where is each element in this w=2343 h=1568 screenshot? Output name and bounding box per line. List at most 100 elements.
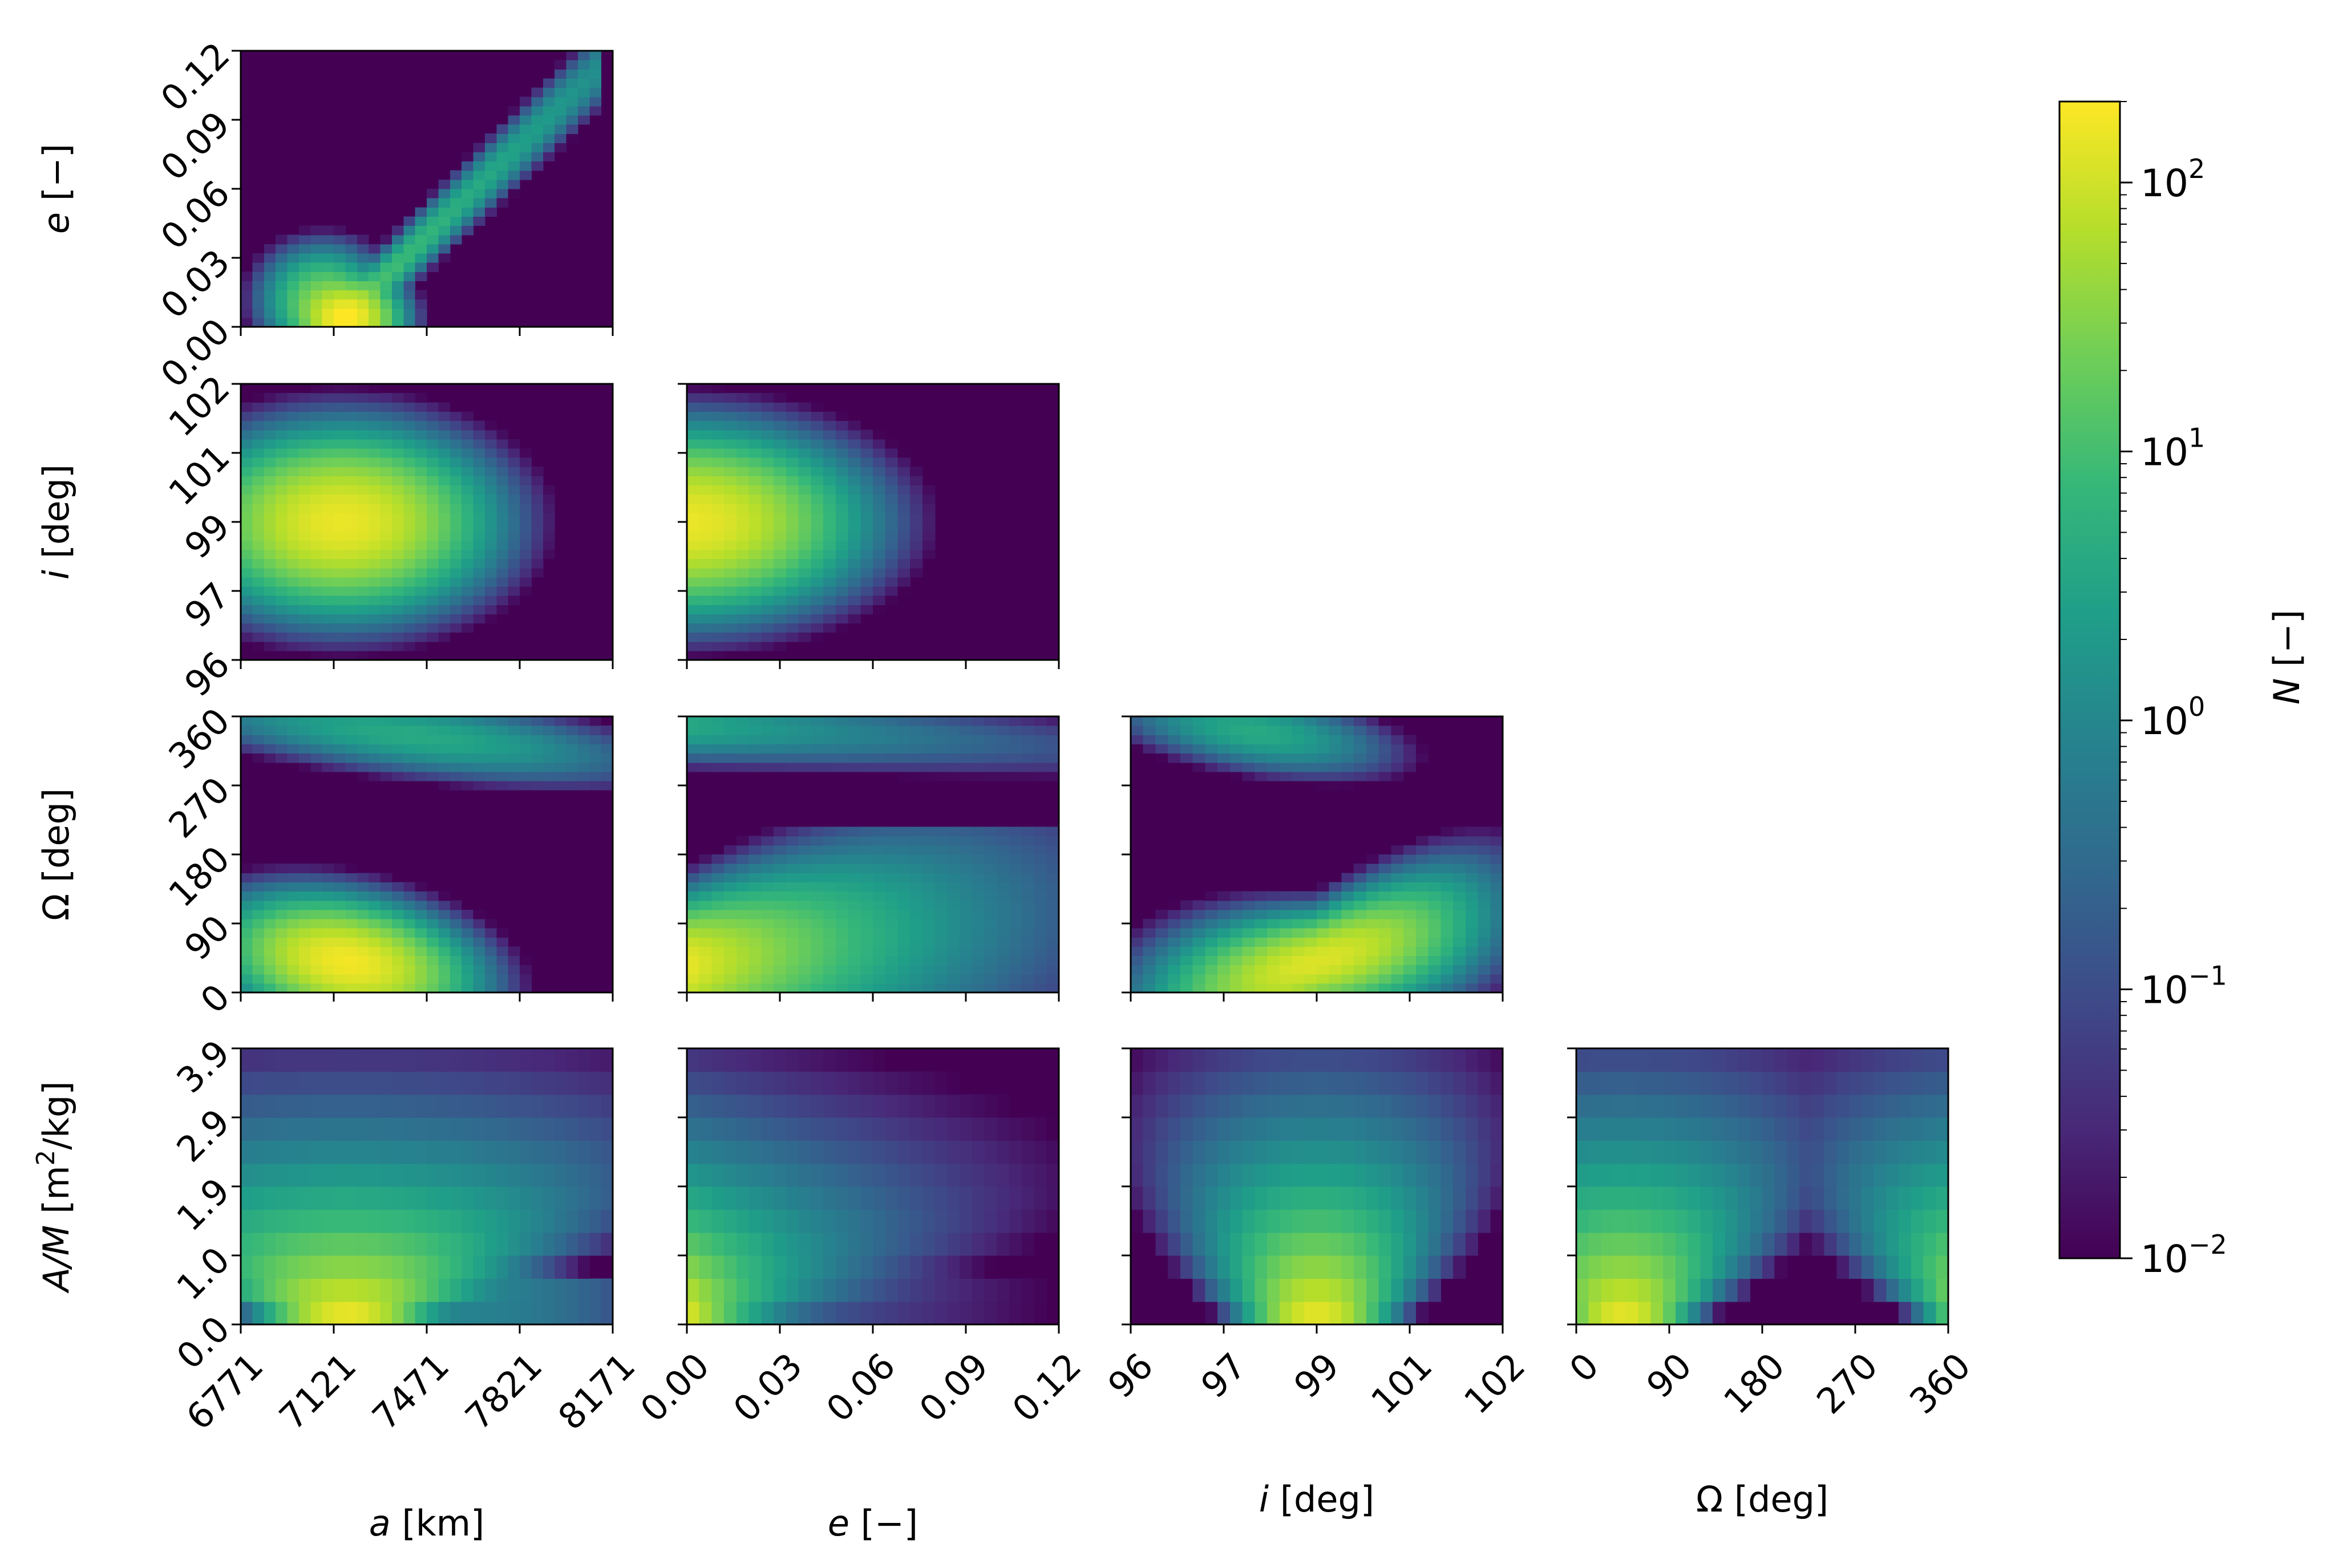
heatmap-cell xyxy=(1588,1048,1602,1072)
heatmap-cell xyxy=(1478,1140,1491,1164)
heatmap-cell xyxy=(1046,1186,1059,1210)
heatmap-cell xyxy=(897,1255,911,1279)
heatmap-cell xyxy=(1354,771,1367,781)
heatmap-cell xyxy=(873,946,886,957)
heatmap-cell xyxy=(264,605,276,614)
heatmap-cell xyxy=(1317,726,1330,735)
heatmap-cell xyxy=(1267,1278,1280,1302)
heatmap-cell xyxy=(798,965,811,975)
heatmap-cell xyxy=(972,864,985,873)
heatmap-cell xyxy=(736,955,750,966)
heatmap-cell xyxy=(334,1301,346,1325)
heatmap-cell xyxy=(1625,1209,1639,1233)
heatmap-cell xyxy=(380,558,392,569)
heatmap-cell xyxy=(357,568,369,578)
heatmap-cell xyxy=(438,1232,451,1256)
heatmap-cell xyxy=(798,568,811,578)
heatmap-cell xyxy=(1329,882,1342,892)
heatmap-cell xyxy=(450,1278,462,1302)
heatmap-cell xyxy=(1478,836,1491,846)
heatmap-cell xyxy=(508,476,520,486)
heatmap-cell xyxy=(1034,955,1047,966)
heatmap-cell xyxy=(1354,918,1367,929)
heatmap-cell xyxy=(369,384,381,394)
heatmap-cell xyxy=(848,577,861,587)
heatmap-cell xyxy=(520,161,532,171)
heatmap-cell xyxy=(823,836,836,846)
heatmap-cell xyxy=(811,744,824,754)
heatmap-cell xyxy=(811,549,824,560)
heatmap-cell xyxy=(462,955,474,966)
heatmap-cell xyxy=(403,1071,416,1095)
heatmap-cell xyxy=(1428,900,1441,910)
heatmap-cell xyxy=(860,1186,873,1210)
heatmap-cell xyxy=(761,577,774,587)
heatmap-cell xyxy=(473,744,485,754)
heatmap-cell xyxy=(276,1140,288,1164)
heatmap-cell xyxy=(566,780,578,791)
heatmap-cell xyxy=(252,531,265,541)
heatmap-cell xyxy=(1440,983,1454,993)
heatmap-cell xyxy=(1923,1209,1936,1233)
heatmap-cell xyxy=(380,402,392,412)
heatmap-cell xyxy=(1936,1209,1949,1233)
heatmap-cell xyxy=(380,735,392,744)
heatmap-cell xyxy=(1625,1186,1639,1210)
heatmap-cell xyxy=(427,586,439,596)
heatmap-cell xyxy=(774,928,787,938)
heatmap-cell xyxy=(1440,836,1454,846)
heatmap-cell xyxy=(496,577,509,587)
heatmap-cell xyxy=(1229,1278,1243,1302)
heatmap-cell xyxy=(264,586,276,596)
heatmap-cell xyxy=(1021,1117,1035,1141)
heatmap-cell xyxy=(1217,1094,1231,1118)
heatmap-cell xyxy=(748,1186,762,1210)
heatmap-cell xyxy=(415,420,427,431)
heatmap-cell xyxy=(1428,955,1441,966)
heatmap-cell xyxy=(823,965,836,975)
heatmap-cell xyxy=(334,244,346,254)
heatmap-cell xyxy=(484,1209,497,1233)
heatmap-cell xyxy=(687,1301,700,1325)
heatmap-cell xyxy=(835,762,849,772)
heatmap-cell xyxy=(252,937,265,947)
heatmap-cell xyxy=(601,1278,613,1302)
heatmap-cell xyxy=(1378,974,1391,984)
heatmap-cell xyxy=(972,983,985,993)
heatmap-cell xyxy=(1292,1117,1305,1141)
heatmap-cell xyxy=(1329,909,1342,919)
heatmap-cell xyxy=(1143,974,1156,984)
heatmap-cell xyxy=(811,854,824,864)
heatmap-cell xyxy=(1255,900,1268,910)
heatmap-cell xyxy=(1046,771,1059,781)
heatmap-cell xyxy=(508,1140,520,1164)
heatmap-cell xyxy=(1131,965,1144,975)
heatmap-cell xyxy=(357,891,369,901)
heatmap-cell xyxy=(380,494,392,504)
heatmap-cell xyxy=(1737,1186,1750,1210)
heatmap-cell xyxy=(1341,1255,1354,1279)
heatmap-cell xyxy=(322,918,334,929)
heatmap-cell xyxy=(1304,891,1317,901)
heatmap-cell xyxy=(1255,716,1268,726)
heatmap-cell xyxy=(380,1278,392,1302)
heatmap-cell xyxy=(264,272,276,281)
heatmap-cell xyxy=(427,909,439,919)
heatmap-cell xyxy=(415,983,427,993)
heatmap-cell xyxy=(1824,1117,1837,1141)
heatmap-cell xyxy=(736,568,750,578)
heatmap-cell xyxy=(450,965,462,975)
heatmap-cell xyxy=(345,1140,358,1164)
heatmap-cell xyxy=(748,411,762,422)
heatmap-cell xyxy=(798,955,811,966)
heatmap-cell xyxy=(357,448,369,458)
heatmap-cell xyxy=(241,1278,253,1302)
heatmap-cell xyxy=(380,891,392,901)
heatmap-cell xyxy=(736,965,750,975)
heatmap-cell xyxy=(438,253,451,263)
heatmap-cell xyxy=(496,1278,509,1302)
heatmap-cell xyxy=(922,494,936,504)
heatmap-cell xyxy=(811,1163,824,1187)
heatmap-cell xyxy=(531,87,544,98)
